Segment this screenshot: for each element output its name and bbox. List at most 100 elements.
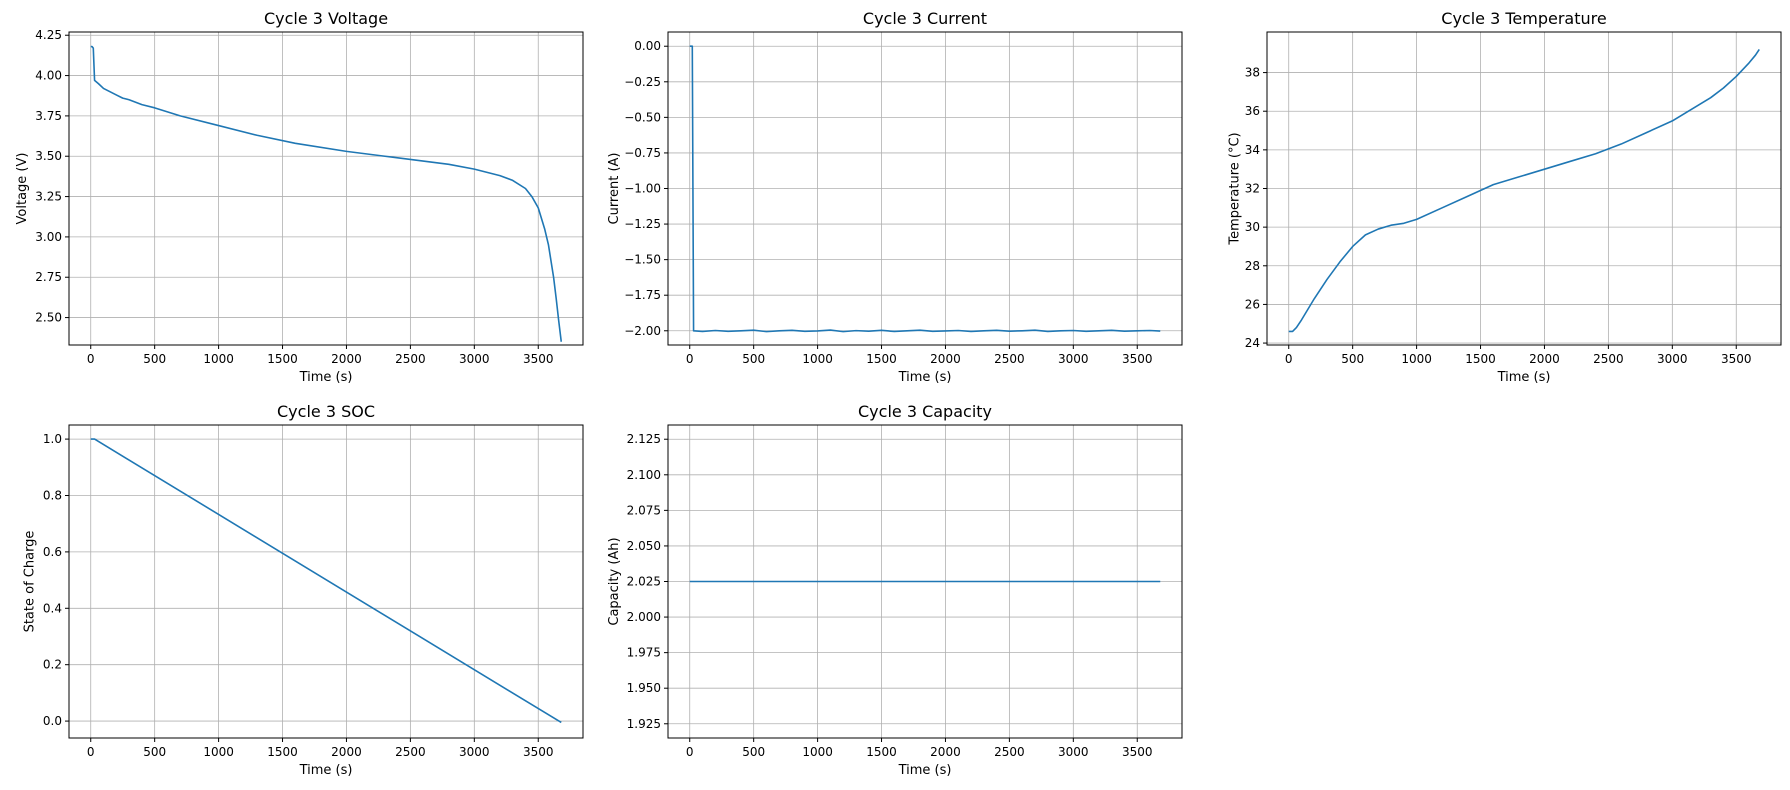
capacity-x-tick-label-6: 3000 (1058, 745, 1089, 759)
capacity-chart: 0 500 1000 1500 2000 2500 3000 3500 1.9251.9501… (607, 402, 1183, 778)
current-x-tick-label-0: 0 (686, 352, 694, 366)
soc-grid (69, 425, 583, 738)
soc-x-tick-label-0: 0 (87, 745, 95, 759)
soc-y-tick-label-3: 0.6 (43, 545, 62, 559)
voltage-y-tick-label-2: 3.00 (35, 230, 62, 244)
current-y-tick-label-0: −2.00 (624, 324, 661, 338)
capacity-y-tick-label-8: 2.125 (627, 432, 661, 446)
soc-x-tick-label-3: 1500 (267, 745, 298, 759)
temperature-chart-title: Cycle 3 Temperature (1441, 9, 1606, 28)
soc-y-tick-label-4: 0.8 (43, 488, 62, 502)
soc-x-ticks: 0 500 1000 1500 2000 2500 3000 3500 (87, 738, 554, 759)
temperature-chart: 0 500 1000 1500 2000 2500 3000 3500 24 26 28 30 32 3… (1228, 9, 1782, 385)
voltage-x-tick-label-0: 0 (87, 352, 95, 366)
current-x-tick-label-5: 2500 (994, 352, 1025, 366)
temperature-x-tick-label-0: 0 (1285, 352, 1293, 366)
capacity-x-tick-label-1: 500 (742, 745, 765, 759)
current-x-tick-label-4: 2000 (930, 352, 961, 366)
voltage-y-tick-label-0: 2.50 (35, 311, 62, 325)
temperature-x-tick-label-1: 500 (1341, 352, 1364, 366)
voltage-series-line (90, 45, 563, 342)
capacity-y-tick-label-4: 2.025 (627, 575, 661, 589)
capacity-x-ticks: 0 500 1000 1500 2000 2500 3000 3500 (686, 738, 1153, 759)
current-y-tick-label-2: −1.50 (624, 253, 661, 267)
soc-y-axis-label: State of Charge (22, 531, 37, 633)
current-y-tick-label-5: −0.75 (624, 146, 661, 160)
temperature-y-tick-label-7: 38 (1245, 66, 1260, 80)
soc-y-ticks: 0.0 0.2 0.4 0.6 0.8 1.0 (43, 432, 69, 728)
current-y-tick-label-1: −1.75 (624, 288, 661, 302)
temperature-x-tick-label-3: 1500 (1465, 352, 1496, 366)
voltage-y-ticks: 2.50 2.75 3.00 3.25 3.50 3.75 4.00 4.25 (35, 28, 69, 325)
capacity-x-tick-label-2: 1000 (802, 745, 833, 759)
soc-x-tick-label-5: 2500 (395, 745, 426, 759)
voltage-x-tick-label-6: 3000 (459, 352, 490, 366)
voltage-x-ticks: 0 500 1000 1500 2000 2500 3000 3500 (87, 345, 554, 366)
temperature-x-tick-label-2: 1000 (1401, 352, 1432, 366)
voltage-y-tick-label-7: 4.25 (35, 28, 62, 42)
current-y-tick-label-8: 0.00 (634, 39, 661, 53)
current-x-axis-label: Time (s) (898, 370, 952, 385)
voltage-y-tick-label-3: 3.25 (35, 190, 62, 204)
capacity-x-tick-label-3: 1500 (866, 745, 897, 759)
temperature-x-ticks: 0 500 1000 1500 2000 2500 3000 3500 (1285, 345, 1752, 366)
current-x-tick-label-6: 3000 (1058, 352, 1089, 366)
current-y-tick-label-4: −1.00 (624, 182, 661, 196)
voltage-y-axis-label: Voltage (V) (15, 153, 30, 225)
capacity-x-tick-label-0: 0 (686, 745, 694, 759)
voltage-y-tick-label-4: 3.50 (35, 149, 62, 163)
voltage-y-tick-label-6: 4.00 (35, 69, 62, 83)
temperature-x-axis-label: Time (s) (1497, 370, 1551, 385)
current-y-ticks: −2.00 −1.75 −1.50 −1.25 −1.00 −0.75 −0.50 −0.25… (624, 39, 668, 338)
temperature-x-tick-label-7: 3500 (1721, 352, 1752, 366)
soc-y-tick-label-1: 0.2 (43, 658, 62, 672)
voltage-y-tick-label-5: 3.75 (35, 109, 62, 123)
temperature-y-tick-label-3: 30 (1245, 220, 1260, 234)
temperature-y-tick-label-5: 34 (1245, 143, 1260, 157)
current-grid (668, 32, 1182, 345)
temperature-y-tick-label-0: 24 (1245, 336, 1260, 350)
temperature-y-axis-label: Temperature (°C) (1228, 132, 1243, 245)
current-series-line (689, 45, 1161, 333)
soc-x-tick-label-1: 500 (143, 745, 166, 759)
temperature-y-tick-label-6: 36 (1245, 104, 1260, 118)
voltage-x-tick-label-5: 2500 (395, 352, 426, 366)
voltage-x-tick-label-3: 1500 (267, 352, 298, 366)
current-x-tick-label-3: 1500 (866, 352, 897, 366)
capacity-y-tick-label-3: 2.000 (627, 610, 661, 624)
temperature-y-tick-label-1: 26 (1245, 297, 1260, 311)
capacity-y-tick-label-1: 1.950 (627, 681, 661, 695)
voltage-y-tick-label-1: 2.75 (35, 270, 62, 284)
capacity-x-tick-label-7: 3500 (1122, 745, 1153, 759)
temperature-y-ticks: 24 26 28 30 32 34 36 38 (1245, 66, 1267, 350)
soc-chart-title: Cycle 3 SOC (277, 402, 375, 421)
current-y-tick-label-7: −0.25 (624, 75, 661, 89)
voltage-x-axis-label: Time (s) (299, 370, 353, 385)
soc-chart: 0 500 1000 1500 2000 2500 3000 3500 0.00.20.40.… (22, 402, 584, 778)
temperature-y-tick-label-4: 32 (1245, 182, 1260, 196)
soc-x-axis-label: Time (s) (299, 763, 353, 778)
voltage-chart-title: Cycle 3 Voltage (264, 9, 388, 28)
voltage-grid (69, 32, 583, 345)
capacity-y-axis-label: Capacity (Ah) (607, 537, 622, 625)
capacity-x-tick-label-5: 2500 (994, 745, 1025, 759)
current-y-tick-label-3: −1.25 (624, 217, 661, 231)
capacity-y-tick-label-6: 2.075 (627, 503, 661, 517)
soc-x-tick-label-4: 2000 (331, 745, 362, 759)
soc-y-tick-label-2: 0.4 (43, 601, 62, 615)
temperature-x-tick-label-5: 2500 (1593, 352, 1624, 366)
capacity-y-tick-label-2: 1.975 (627, 646, 661, 660)
soc-y-tick-label-5: 1.0 (43, 432, 62, 446)
current-y-axis-label: Current (A) (607, 153, 622, 225)
capacity-y-ticks: 1.925 1.950 1.975 2.000 2.025 2.050 2.075 2.100… (627, 432, 668, 731)
current-chart-title: Cycle 3 Current (863, 9, 987, 28)
capacity-x-tick-label-4: 2000 (930, 745, 961, 759)
current-x-tick-label-1: 500 (742, 352, 765, 366)
capacity-y-tick-label-5: 2.050 (627, 539, 661, 553)
voltage-x-tick-label-2: 1000 (203, 352, 234, 366)
current-x-ticks: 0 500 1000 1500 2000 2500 3000 3500 (686, 345, 1153, 366)
capacity-chart-title: Cycle 3 Capacity (858, 402, 992, 421)
current-x-tick-label-7: 3500 (1122, 352, 1153, 366)
voltage-chart: 0 500 1000 1500 2000 2500 3000 3500 2.50 2.75 3.0… (15, 9, 584, 385)
